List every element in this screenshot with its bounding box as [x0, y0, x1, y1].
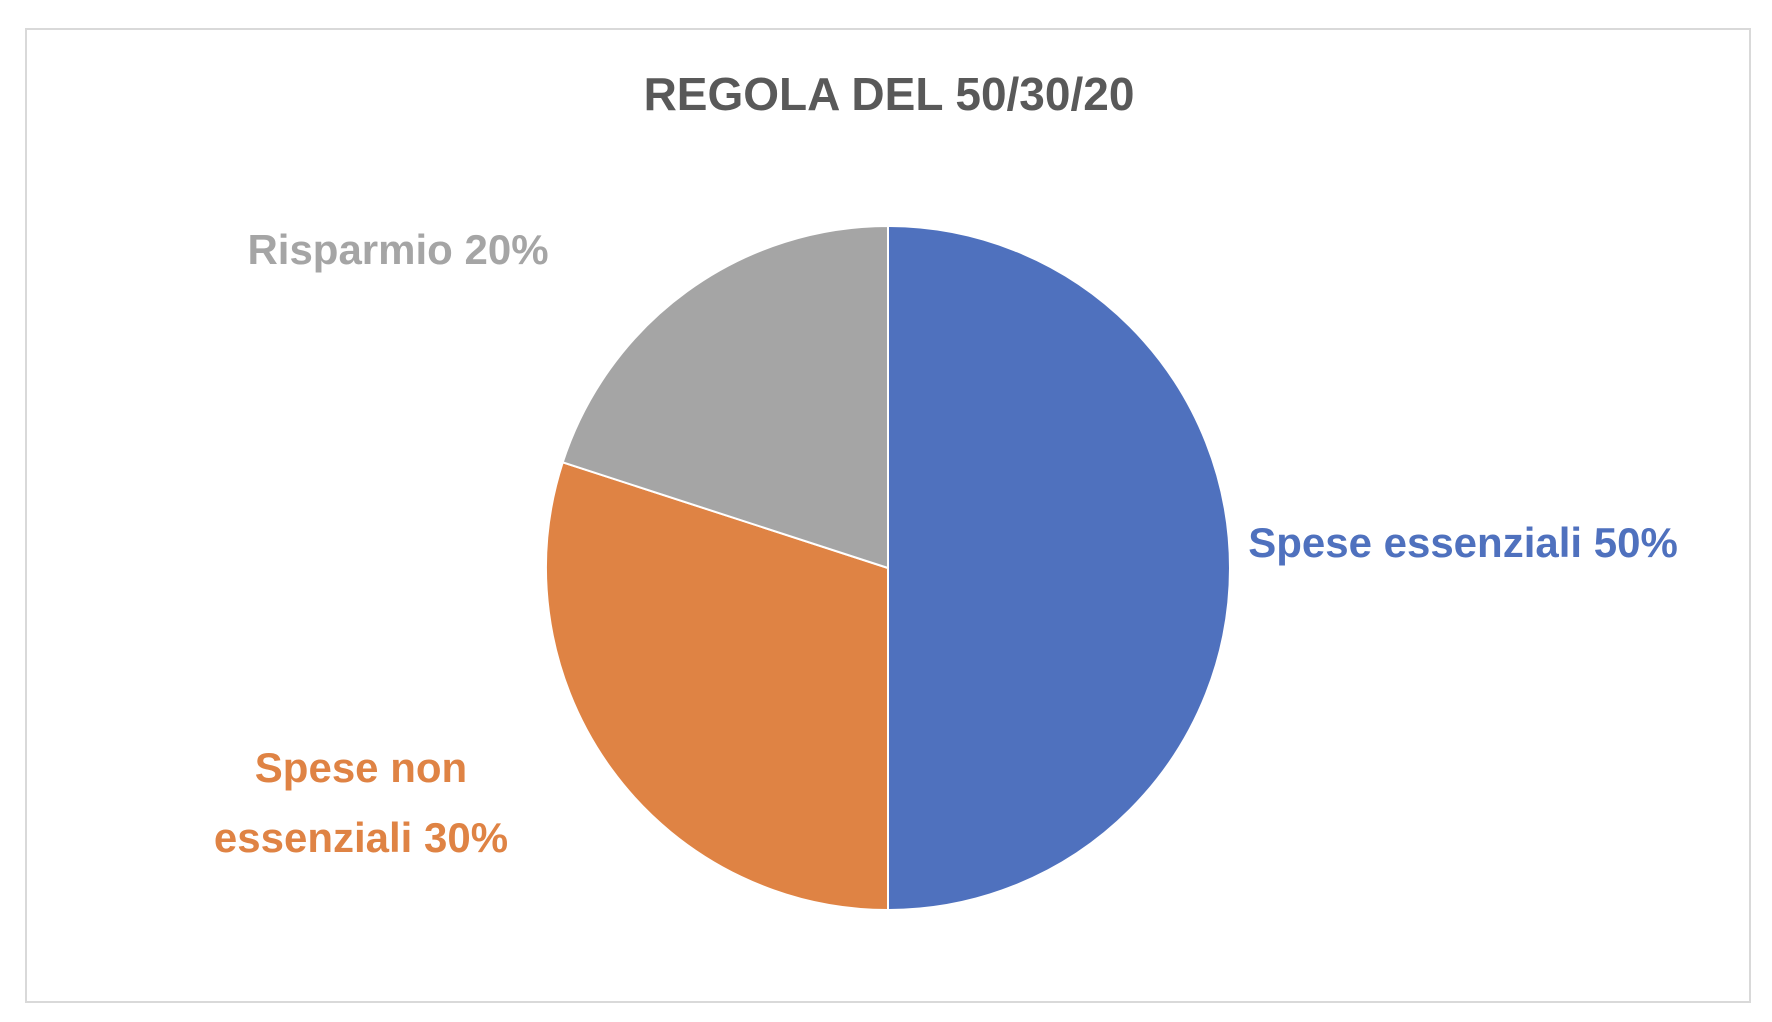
value-label: 20% — [464, 226, 549, 273]
data-label: Risparmio 20% — [98, 215, 698, 285]
data-label: Spese essenziali 50% — [1243, 508, 1683, 578]
chart-frame — [25, 28, 1751, 1003]
pie-slice — [887, 224, 1231, 912]
category-name: Spese essenziali — [1248, 519, 1583, 566]
category-name: Risparmio — [247, 226, 453, 273]
category-name: Spese non essenziali — [213, 744, 468, 861]
pie-slice — [545, 461, 889, 912]
data-label: Spese non essenziali 30% — [171, 733, 551, 873]
value-label: 50% — [1593, 519, 1678, 566]
value-label: 30% — [424, 814, 509, 861]
chart-title: REGOLA DEL 50/30/20 — [644, 68, 1135, 120]
pie-slice — [561, 224, 889, 570]
